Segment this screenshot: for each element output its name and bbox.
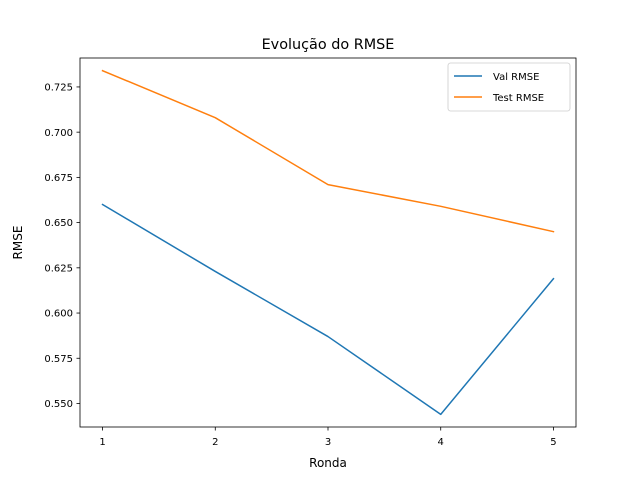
x-axis-label: Ronda <box>309 456 347 470</box>
series-layer <box>101 69 555 416</box>
x-tick-label: 4 <box>438 437 444 448</box>
y-tick-label: 0.625 <box>44 263 73 274</box>
y-tick-label: 0.675 <box>44 173 73 184</box>
x-tick-label: 5 <box>550 437 556 448</box>
y-axis-label: RMSE <box>11 226 25 260</box>
y-tick-label: 0.725 <box>44 83 73 94</box>
x-tick-label: 1 <box>99 437 105 448</box>
y-tick-label: 0.600 <box>44 309 73 320</box>
x-axis: 1 2 3 4 5 <box>99 427 557 448</box>
y-tick-label: 0.700 <box>44 128 73 139</box>
y-tick-label: 0.575 <box>44 354 73 365</box>
y-tick-label: 0.650 <box>44 218 73 229</box>
legend-label: Val RMSE <box>493 72 539 83</box>
chart-title: Evolução do RMSE <box>262 37 395 53</box>
y-axis: 0.550 0.575 0.600 0.625 0.650 0.675 0.700 0.725 <box>44 83 80 410</box>
x-tick-label: 2 <box>212 437 218 448</box>
legend-label: Test RMSE <box>492 93 544 104</box>
series-line-1 <box>101 69 555 233</box>
legend: Val RMSE Test RMSE <box>447 62 571 112</box>
plot-frame <box>79 57 577 428</box>
x-tick-label: 3 <box>325 437 331 448</box>
series-line-0 <box>101 203 555 416</box>
y-tick-label: 0.550 <box>44 399 73 410</box>
legend-box <box>447 62 571 112</box>
